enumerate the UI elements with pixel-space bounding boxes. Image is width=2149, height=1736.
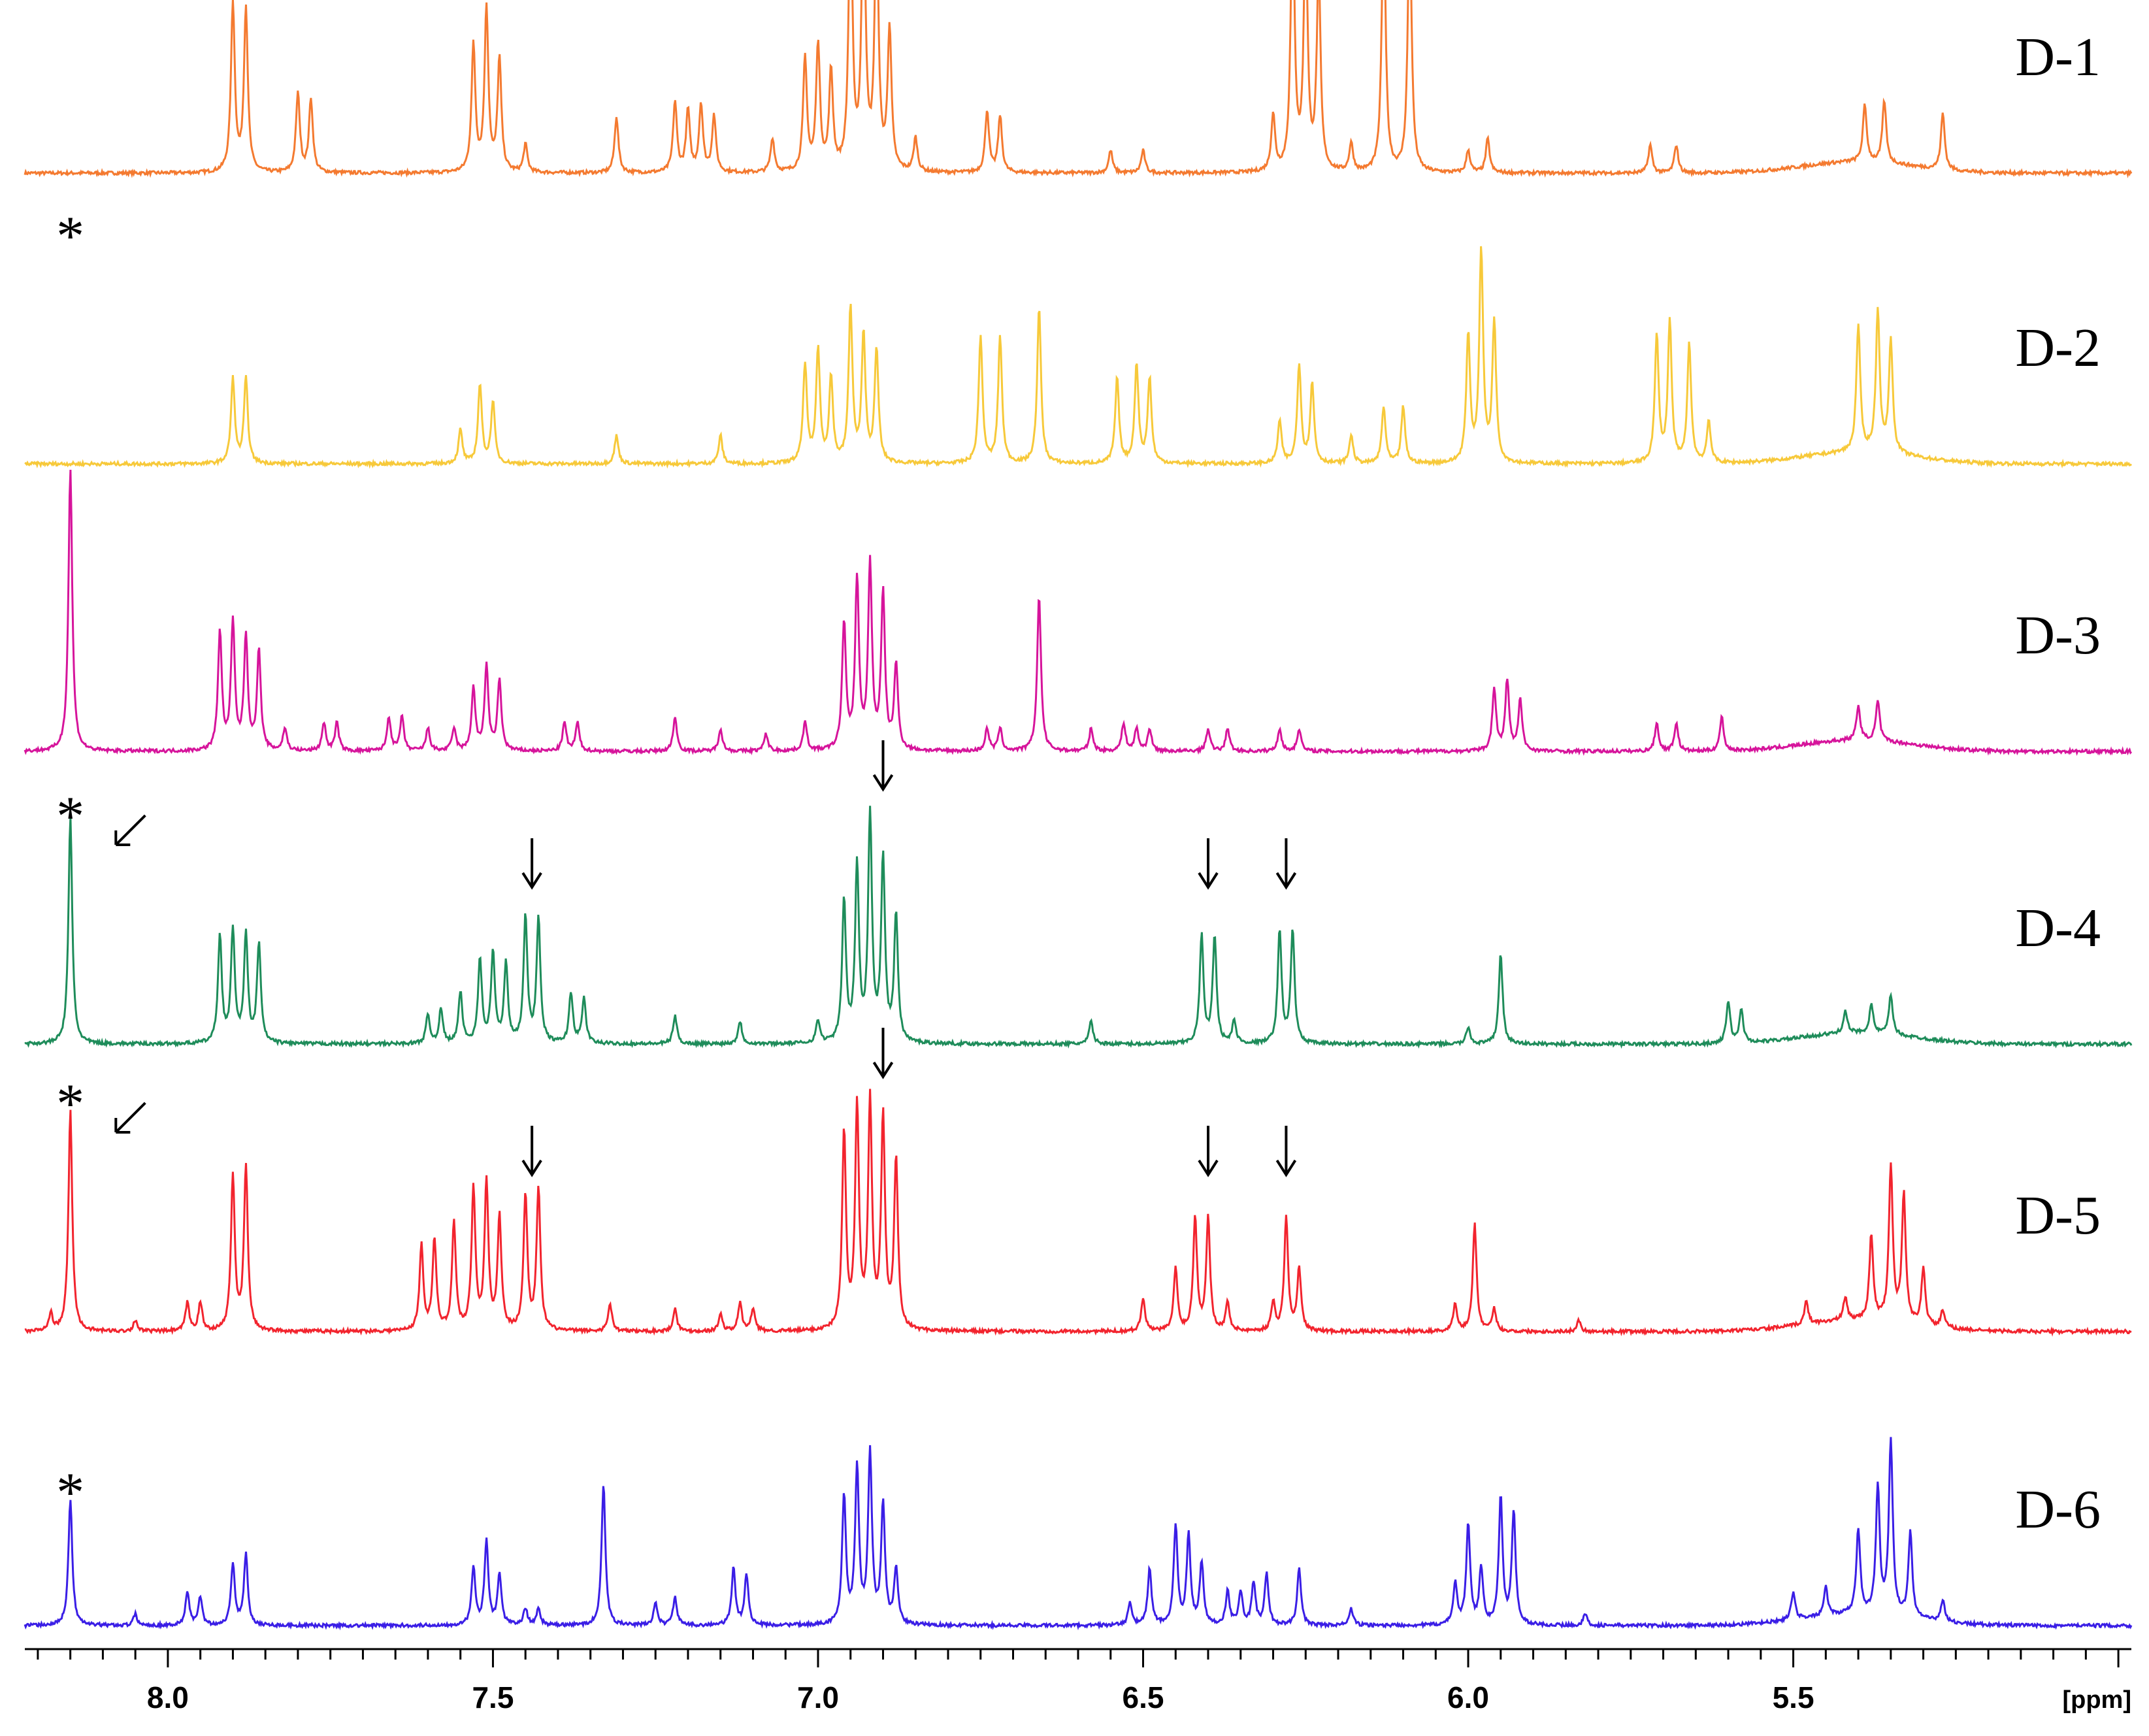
spectrum-line-d-6 <box>24 1437 2133 1631</box>
spectrum-d-6: D-6 * <box>24 1437 2133 1631</box>
down-arrow-marker <box>1198 838 1219 890</box>
asterisk-marker: * <box>56 1072 84 1135</box>
trace-label-d-3: D-3 <box>2015 605 2101 666</box>
asterisk-marker: * <box>56 205 84 267</box>
down-arrow-marker <box>1275 1126 1297 1177</box>
x-axis-ticks: 8.0 7.5 7.0 6.5 6.0 5.5 <box>37 1649 2120 1714</box>
down-arrow-marker <box>1198 1126 1219 1177</box>
tick-label: 6.0 <box>1447 1680 1489 1714</box>
spectrum-line-d-1 <box>24 0 2133 178</box>
down-arrow-marker <box>872 1028 894 1079</box>
tick-label: 6.5 <box>1123 1680 1164 1714</box>
trace-label-d-4: D-4 <box>2015 898 2101 958</box>
asterisk-marker: * <box>56 1461 84 1524</box>
spectrum-d-5: D-5 * <box>24 1028 2132 1337</box>
spectrum-line-d-3 <box>24 469 2133 756</box>
x-axis-unit-label: [ppm] <box>2062 1686 2131 1714</box>
x-axis: 8.0 7.5 7.0 6.5 6.0 5.5 [ppm] <box>25 1648 2131 1714</box>
spectrum-d-4: D-4 * <box>24 740 2133 1049</box>
down-arrow-marker <box>1275 838 1297 890</box>
tick-label: 8.0 <box>147 1680 189 1714</box>
diagonal-arrow-marker <box>114 814 146 846</box>
down-arrow-marker <box>521 838 542 890</box>
spectrum-d-1: D-1 <box>24 0 2133 178</box>
trace-label-d-2: D-2 <box>2015 318 2101 378</box>
diagonal-arrow-marker <box>114 1102 146 1134</box>
tick-label: 7.0 <box>797 1680 839 1714</box>
trace-label-d-6: D-6 <box>2015 1479 2101 1540</box>
spectrum-d-3: D-3 <box>24 469 2133 756</box>
trace-label-d-5: D-5 <box>2015 1185 2101 1246</box>
tick-label: 7.5 <box>472 1680 514 1714</box>
spectra-group: D-1 D-2 * D-3 D-4 * D-5 * D-6 * <box>24 0 2133 1631</box>
spectrum-line-d-2 <box>24 246 2133 469</box>
spectrum-line-d-5 <box>24 1089 2132 1337</box>
spectrum-d-2: D-2 * <box>24 205 2133 469</box>
down-arrow-marker <box>872 740 894 792</box>
trace-label-d-1: D-1 <box>2015 27 2101 88</box>
tick-label: 5.5 <box>1773 1680 1814 1714</box>
asterisk-marker: * <box>56 785 84 847</box>
down-arrow-marker <box>521 1126 542 1177</box>
spectrum-line-d-4 <box>24 806 2133 1049</box>
